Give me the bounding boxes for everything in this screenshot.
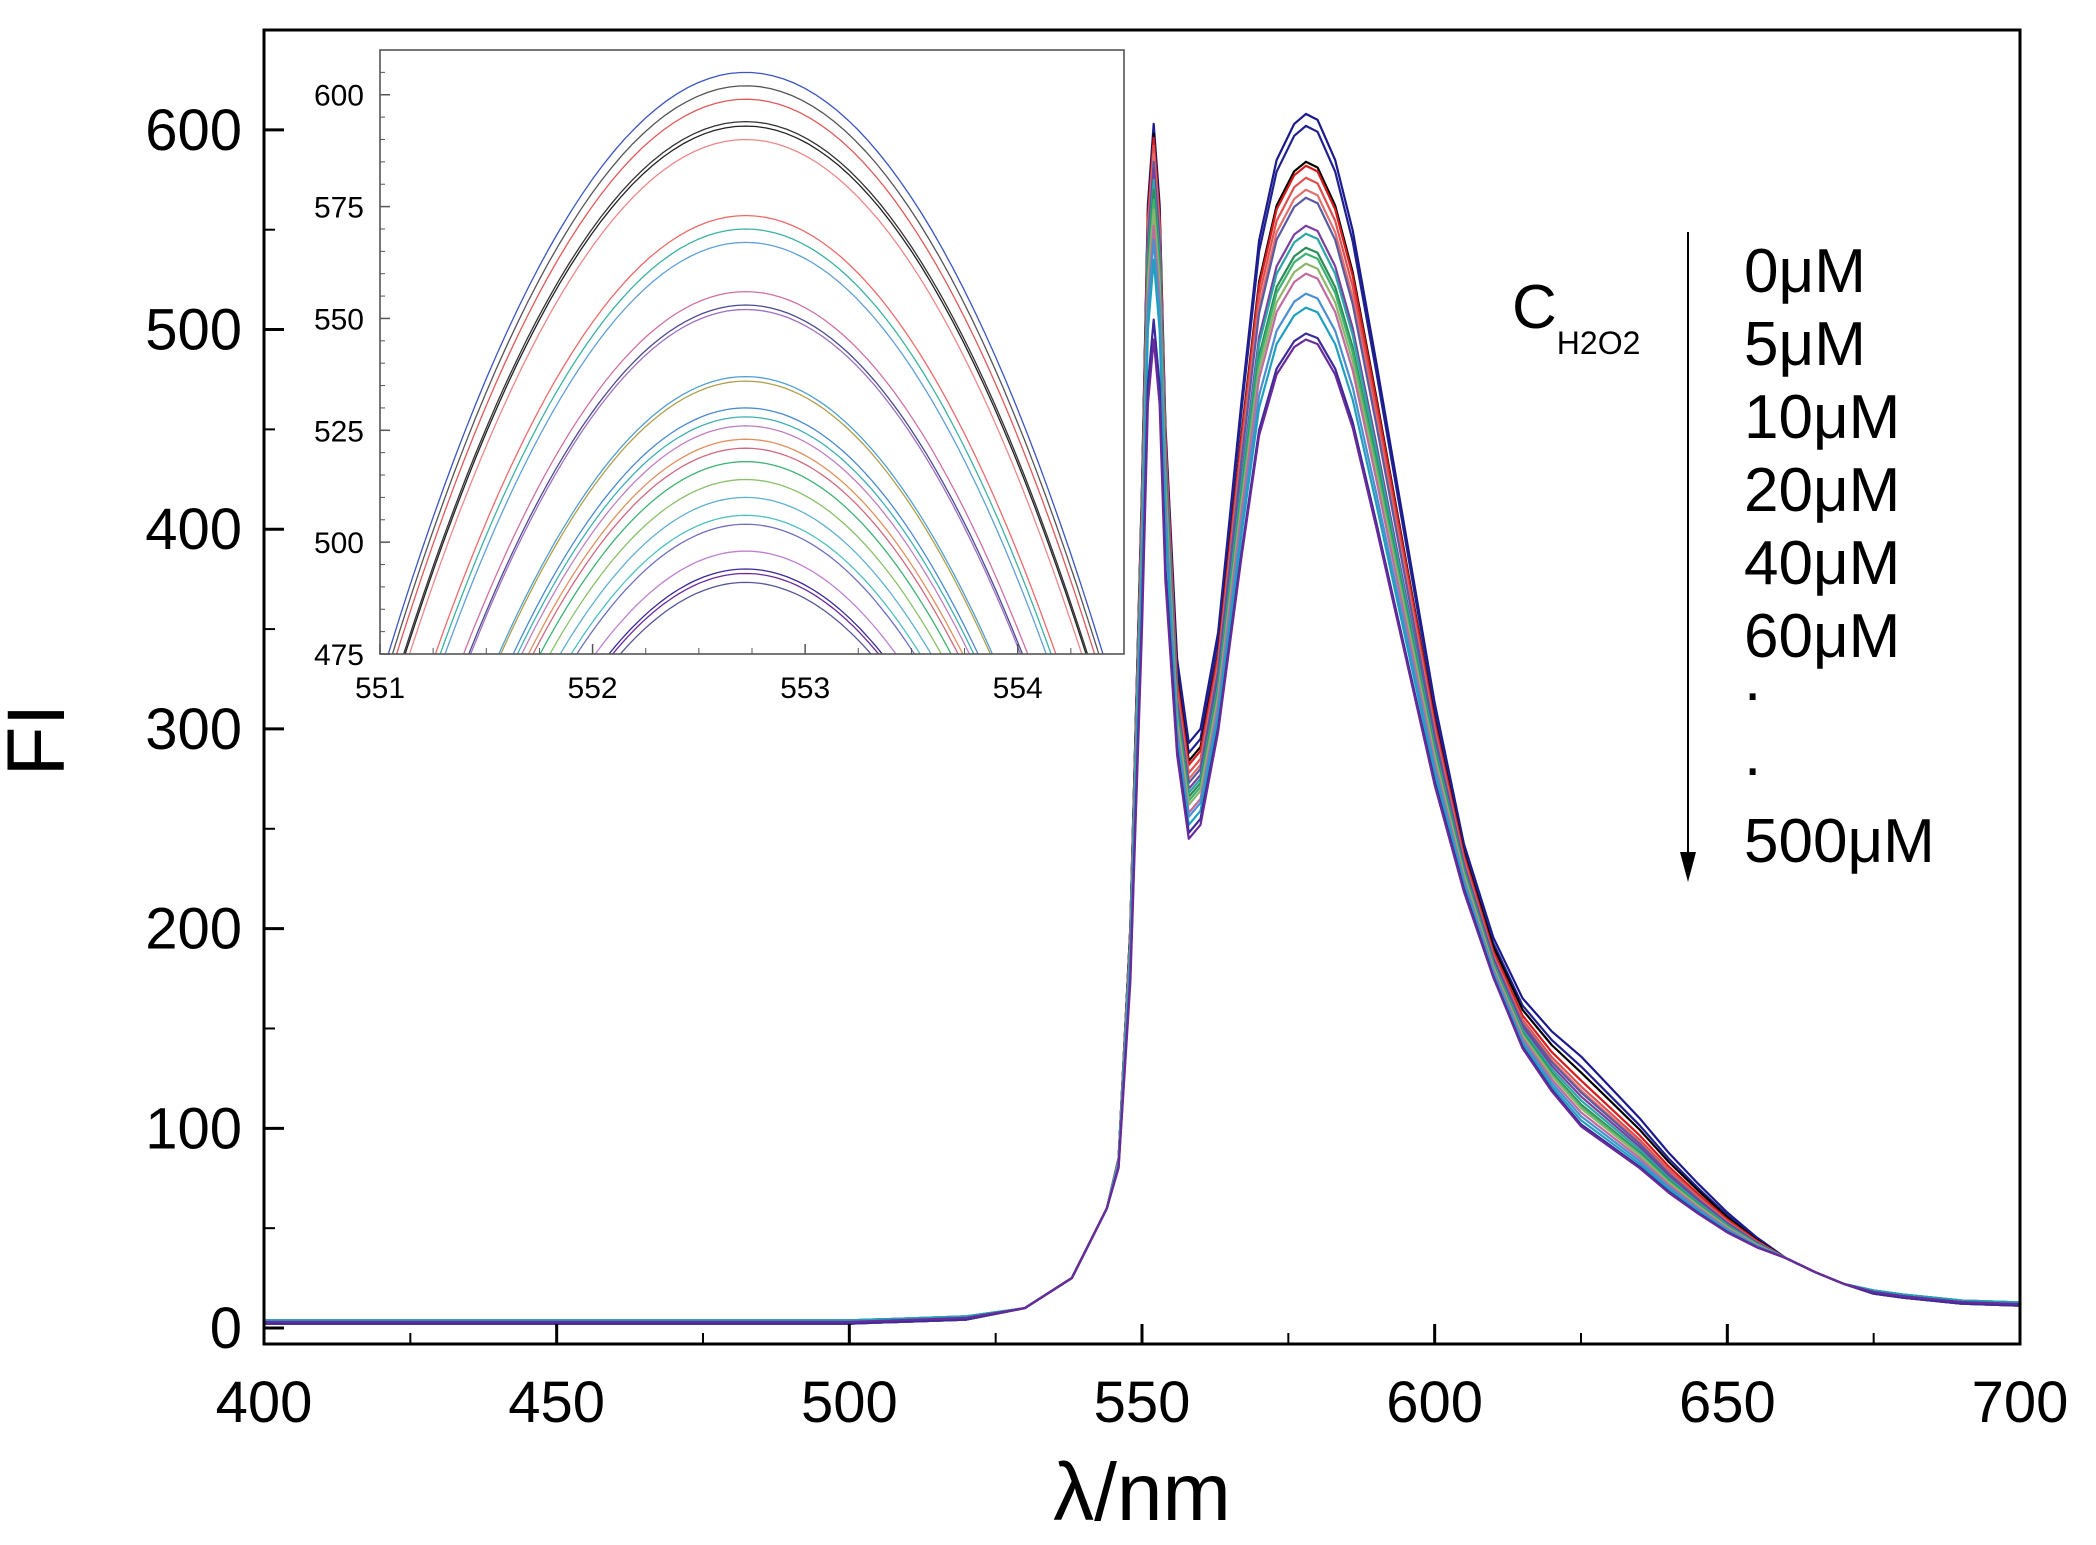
inset-y-tick-label: 500 xyxy=(314,527,364,560)
inset-series-line-7 xyxy=(439,228,1052,654)
main-x-tick-label: 550 xyxy=(1094,1370,1191,1435)
main-x-tick-label: 450 xyxy=(508,1370,605,1435)
inset-series-line-23 xyxy=(576,523,916,654)
inset-x-tick-label: 554 xyxy=(993,672,1043,705)
main-x-tick-label: 700 xyxy=(1972,1370,2069,1435)
inset-series-line-19 xyxy=(539,460,952,654)
legend-entry: 20μM xyxy=(1744,456,1900,525)
inset-series-line-18 xyxy=(532,447,959,654)
inset-y-tick-label: 550 xyxy=(314,303,364,336)
legend-arrow-head xyxy=(1680,852,1696,882)
inset-series-line-4 xyxy=(404,125,1087,654)
inset-series-line-25 xyxy=(608,568,884,654)
inset-x-tick-label: 551 xyxy=(355,672,405,705)
legend-entry: 10μM xyxy=(1744,383,1900,452)
legend-label-subscript: H2O2 xyxy=(1557,325,1641,361)
inset-series-line-17 xyxy=(527,438,964,654)
inset-series-line-5 xyxy=(408,138,1083,654)
series-line-16 xyxy=(264,338,2021,1324)
main-x-axis-label: λ/nm xyxy=(1053,1447,1231,1538)
legend-entry: . xyxy=(1744,720,1761,789)
inset-x-tick-label: 553 xyxy=(780,672,830,705)
legend-entry: 40μM xyxy=(1744,529,1900,598)
inset-series-group xyxy=(387,71,1104,654)
main-y-tick-label: 600 xyxy=(145,98,242,163)
main-x-tick-label: 650 xyxy=(1679,1370,1776,1435)
inset-y-tick-label: 575 xyxy=(314,192,364,225)
legend-entry: 5μM xyxy=(1744,310,1866,379)
main-y-tick-label: 0 xyxy=(210,1296,242,1361)
inset-series-line-8 xyxy=(444,241,1047,654)
legend-entry: . xyxy=(1744,645,1761,714)
legend-entry: 500μM xyxy=(1744,807,1935,876)
main-series-group xyxy=(264,112,2021,1325)
inset-y-tick-label: 525 xyxy=(314,415,364,448)
inset-series-line-2 xyxy=(395,98,1096,654)
main-y-tick-label: 200 xyxy=(145,897,242,962)
main-plot: 400 450 500 550 600 650 700 0 100 200 300 400 500 60… xyxy=(0,28,2069,1538)
inset-series-line-0 xyxy=(387,71,1104,654)
inset-x-tick-label: 552 xyxy=(568,672,618,705)
main-y-tick-label: 100 xyxy=(145,1096,242,1161)
inset-x-ticks: 551 552 553 554 xyxy=(355,644,1072,705)
inset-series-line-14 xyxy=(512,407,979,654)
main-y-tick-label: 500 xyxy=(145,298,242,363)
inset-series-line-9 xyxy=(462,290,1029,654)
main-y-tick-label: 300 xyxy=(145,697,242,762)
inset-series-line-11 xyxy=(469,308,1022,654)
inset-y-tick-label: 600 xyxy=(314,80,364,113)
inset-series-line-27 xyxy=(619,581,872,654)
legend-concentration-label: CH2O2 xyxy=(1512,273,1640,361)
inset-series-line-1 xyxy=(391,85,1100,654)
inset-series-line-3 xyxy=(403,120,1089,654)
inset-series-line-24 xyxy=(594,550,897,654)
inset-series-line-21 xyxy=(559,496,932,654)
inset-background xyxy=(380,50,1124,654)
main-y-ticks: 0 100 200 300 400 500 600 xyxy=(145,98,284,1361)
inset-series-line-15 xyxy=(516,416,975,654)
main-x-tick-label: 500 xyxy=(801,1370,898,1435)
main-x-ticks: 400 450 500 550 600 650 700 xyxy=(216,1324,2069,1435)
legend-entry: 0μM xyxy=(1744,237,1866,306)
inset-series-line-20 xyxy=(549,478,943,654)
inset-series-line-10 xyxy=(468,304,1024,654)
inset-plot: 551 552 553 554 475 500 525 550 575 600 xyxy=(314,49,1125,705)
inset-series-line-16 xyxy=(521,425,971,654)
main-x-tick-label: 400 xyxy=(216,1370,313,1435)
inset-series-line-22 xyxy=(570,514,921,654)
inset-y-ticks: 475 500 525 550 575 600 xyxy=(314,71,390,672)
main-x-tick-label: 600 xyxy=(1386,1370,1483,1435)
inset-series-line-12 xyxy=(498,375,994,654)
main-y-axis-label: FI xyxy=(0,704,82,777)
legend-label-main: C xyxy=(1512,273,1557,342)
inset-series-line-13 xyxy=(500,380,992,654)
inset-series-line-6 xyxy=(434,214,1057,654)
inset-series-line-26 xyxy=(611,572,880,654)
legend-entry: 60μM xyxy=(1744,602,1900,671)
main-y-tick-label: 400 xyxy=(145,497,242,562)
inset-y-tick-label: 475 xyxy=(314,639,364,672)
